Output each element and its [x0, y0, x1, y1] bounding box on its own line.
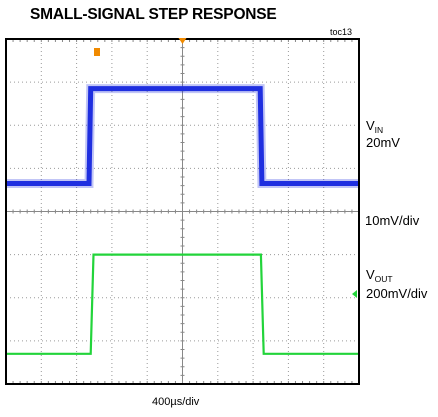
- trigger-position-icon: [178, 38, 187, 44]
- vout-label-sub: OUT: [374, 274, 393, 284]
- vin-division-label: 10mV/div: [365, 213, 420, 228]
- vin-label-sub: IN: [374, 125, 384, 135]
- chart-title: SMALL-SIGNAL STEP RESPONSE: [30, 6, 277, 23]
- vin-trace: [6, 86, 359, 186]
- x-axis-label: 400µs/div: [152, 396, 200, 408]
- vout-label: VOUT: [366, 267, 393, 284]
- vin-label-main: V: [366, 118, 375, 133]
- channel-arrow-icon: [352, 290, 357, 298]
- figure-tag: toc13: [330, 27, 353, 37]
- vout-trace: [6, 253, 359, 355]
- vin-label: VIN: [366, 118, 383, 135]
- vout-label-main: V: [366, 267, 375, 282]
- vout-scale: 200mV/div: [366, 286, 428, 301]
- trigger-marker-icon: [94, 48, 100, 56]
- vin-scale: 20mV: [366, 135, 400, 150]
